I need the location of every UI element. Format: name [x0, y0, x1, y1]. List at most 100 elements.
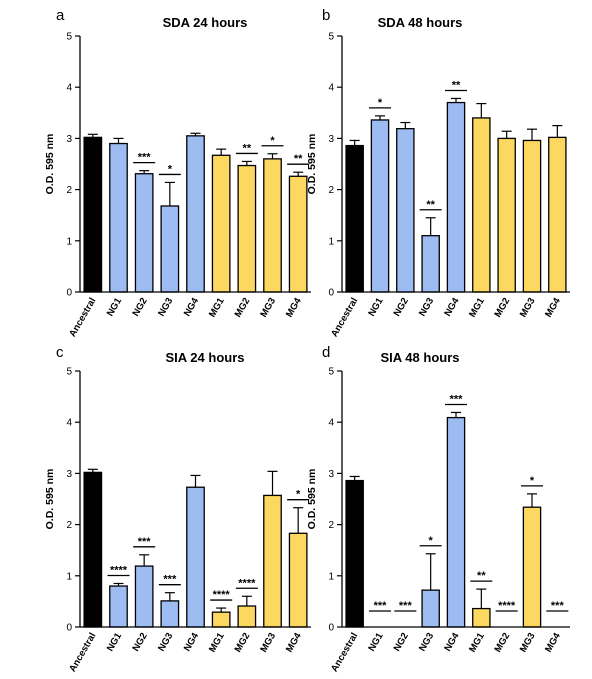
x-tick-label: NG4 — [442, 295, 462, 318]
y-tick-label: 0 — [66, 623, 72, 634]
bar-mg3 — [263, 494, 282, 628]
x-tick-label: NG3 — [417, 631, 436, 653]
significance-label: *** — [138, 152, 152, 164]
significance-label: ** — [294, 153, 303, 165]
x-tick-label: NG4 — [182, 295, 202, 318]
bar-mg1 — [211, 611, 231, 628]
x-tick-label: MG3 — [258, 296, 278, 319]
bar-mg4 — [288, 532, 308, 628]
significance-label: * — [429, 535, 434, 547]
y-axis-label: O.D. 595 nm — [306, 469, 318, 530]
bar-mg1 — [211, 154, 231, 293]
bar-mg4 — [548, 136, 567, 293]
bar-mg2 — [237, 164, 257, 293]
x-tick-label: NG1 — [366, 295, 386, 318]
y-tick-label: 5 — [328, 32, 334, 43]
y-axis-label: O.D. 595 nm — [44, 134, 56, 195]
y-tick-label: 5 — [66, 367, 72, 378]
y-tick-label: 1 — [328, 236, 334, 247]
bar-ng2 — [396, 128, 415, 293]
significance-label: *** — [163, 574, 177, 586]
bar-ng3 — [421, 589, 440, 628]
panel-title: SDA 48 hours — [378, 15, 463, 30]
x-tick-label: MG2 — [492, 296, 512, 319]
bar-ng3 — [160, 205, 180, 293]
chart-panel-c: c SIA 24 hours O.D. 595 nm 0 1 2 3 4 5 Ancestral *… — [44, 344, 311, 674]
x-tick-label: Ancestral — [329, 631, 360, 674]
bar-ng2 — [134, 173, 154, 293]
x-tick-label: MG2 — [492, 631, 512, 654]
significance-label: * — [270, 135, 275, 147]
y-tick-label: 1 — [66, 571, 72, 582]
x-tick-label: MG4 — [543, 295, 563, 319]
y-axis-label: O.D. 595 nm — [306, 134, 318, 195]
y-tick-label: 2 — [328, 520, 334, 531]
x-tick-label: MG1 — [207, 295, 227, 319]
significance-label: * — [296, 489, 301, 501]
bar-ng4 — [186, 486, 205, 628]
x-tick-label: MG2 — [233, 296, 253, 319]
significance-label: *** — [450, 393, 464, 405]
bar-ancestral — [345, 479, 364, 628]
bar-mg3 — [522, 139, 542, 293]
significance-label: *** — [551, 600, 565, 612]
y-axis-label: O.D. 595 nm — [44, 469, 56, 530]
panel-title: SDA 24 hours — [163, 15, 248, 30]
bar-mg3 — [522, 506, 542, 628]
x-tick-label: MG2 — [233, 631, 253, 654]
panel-letter: a — [56, 7, 65, 24]
significance-label: ** — [426, 199, 435, 211]
bar-mg4 — [288, 175, 308, 293]
significance-label: * — [168, 163, 173, 175]
bar-ng2 — [134, 565, 154, 628]
x-tick-label: MG4 — [543, 630, 563, 654]
x-tick-label: Ancestral — [329, 296, 360, 339]
y-tick-label: 2 — [328, 185, 334, 196]
x-tick-label: MG4 — [284, 295, 304, 319]
y-tick-label: 2 — [66, 520, 72, 531]
y-tick-label: 5 — [66, 32, 72, 43]
x-tick-label: NG3 — [156, 631, 175, 653]
y-tick-label: 0 — [66, 288, 72, 299]
x-tick-label: MG1 — [467, 295, 487, 319]
x-tick-label: NG2 — [392, 631, 411, 653]
significance-label: *** — [374, 600, 388, 612]
x-tick-label: MG3 — [518, 631, 538, 654]
y-tick-label: 1 — [328, 571, 334, 582]
significance-label: ** — [243, 142, 252, 154]
significance-label: *** — [138, 536, 152, 548]
y-tick-label: 4 — [328, 418, 334, 429]
x-tick-label: NG4 — [182, 630, 202, 653]
panel-letter: b — [322, 7, 330, 24]
significance-label: * — [378, 97, 383, 109]
bar-ng3 — [160, 600, 180, 628]
x-tick-label: MG4 — [284, 630, 304, 654]
significance-label: **** — [498, 600, 516, 612]
x-tick-label: NG3 — [417, 296, 436, 318]
x-tick-label: MG1 — [207, 630, 227, 654]
bar-ng1 — [370, 119, 390, 293]
y-tick-label: 3 — [66, 469, 72, 480]
panel-title: SIA 24 hours — [166, 350, 245, 365]
y-tick-label: 2 — [66, 185, 72, 196]
x-tick-label: NG1 — [366, 630, 386, 653]
x-tick-label: NG1 — [105, 630, 125, 653]
bar-mg1 — [472, 607, 491, 628]
bar-mg2 — [237, 605, 257, 628]
bar-ancestral — [345, 144, 364, 293]
x-tick-label: Ancestral — [67, 296, 98, 339]
bar-ng1 — [109, 585, 128, 628]
y-tick-label: 4 — [66, 418, 72, 429]
x-tick-label: NG2 — [130, 631, 149, 653]
x-tick-label: MG3 — [258, 631, 278, 654]
bar-ng4 — [446, 101, 466, 293]
bar-ancestral — [83, 471, 103, 628]
x-tick-label: MG1 — [467, 630, 487, 654]
y-tick-label: 4 — [66, 83, 72, 94]
y-tick-label: 3 — [328, 134, 334, 145]
y-tick-label: 1 — [66, 236, 72, 247]
x-tick-label: NG3 — [156, 296, 175, 318]
bar-mg3 — [263, 158, 282, 293]
y-tick-label: 0 — [328, 623, 334, 634]
